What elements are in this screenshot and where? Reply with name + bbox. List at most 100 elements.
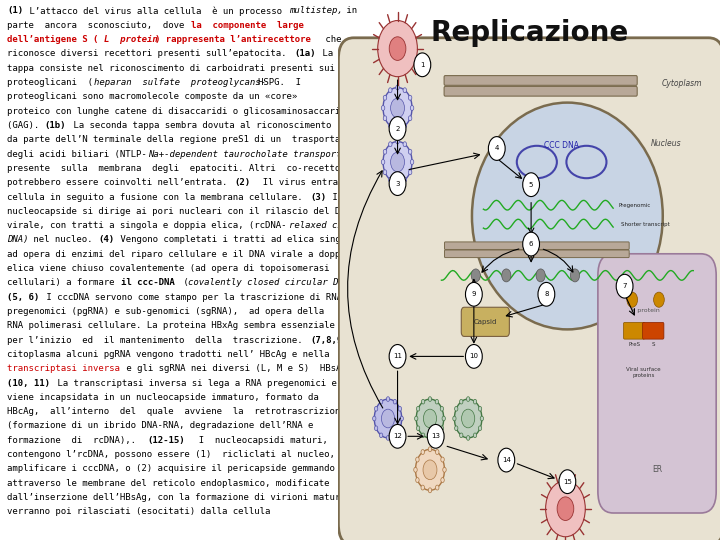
- Circle shape: [390, 152, 405, 172]
- Circle shape: [393, 400, 397, 404]
- Circle shape: [382, 159, 384, 165]
- Text: Nel: Nel: [350, 335, 372, 345]
- Text: RNA polimerasi cellulare. La proteina HBxAg sembra essenziale: RNA polimerasi cellulare. La proteina HB…: [7, 321, 335, 330]
- Text: 14: 14: [502, 457, 510, 463]
- Text: 5: 5: [529, 181, 534, 188]
- FancyBboxPatch shape: [444, 242, 629, 249]
- Text: degli acidi biliari (NTLP-: degli acidi biliari (NTLP-: [7, 150, 147, 159]
- Circle shape: [408, 95, 412, 100]
- Circle shape: [396, 139, 400, 144]
- Circle shape: [396, 85, 400, 90]
- Circle shape: [403, 142, 407, 147]
- Circle shape: [442, 416, 446, 421]
- Text: (2): (2): [235, 178, 251, 187]
- Circle shape: [440, 426, 444, 430]
- Circle shape: [416, 426, 420, 430]
- Text: HSPG.  I: HSPG. I: [258, 78, 301, 87]
- Circle shape: [389, 172, 406, 195]
- Text: (4): (4): [98, 235, 114, 245]
- Circle shape: [387, 397, 390, 401]
- Circle shape: [421, 485, 425, 490]
- Circle shape: [467, 436, 469, 440]
- Circle shape: [415, 449, 444, 490]
- Circle shape: [389, 88, 392, 93]
- Circle shape: [398, 407, 402, 411]
- Circle shape: [459, 433, 463, 437]
- Text: (7,8,9): (7,8,9): [310, 335, 348, 345]
- Circle shape: [454, 399, 482, 438]
- Text: e gli sgRNA nei diversi (L, M e S)  HBsAg.: e gli sgRNA nei diversi (L, M e S) HBsAg…: [121, 364, 352, 373]
- Text: L  protein: L protein: [104, 35, 158, 44]
- Circle shape: [389, 424, 406, 448]
- Circle shape: [428, 436, 431, 440]
- Circle shape: [378, 21, 418, 77]
- Circle shape: [408, 149, 412, 154]
- Circle shape: [559, 470, 576, 494]
- Circle shape: [389, 177, 392, 182]
- Circle shape: [389, 345, 406, 368]
- Text: relaxed circular: relaxed circular: [289, 221, 374, 230]
- Circle shape: [436, 485, 439, 490]
- Text: Nucleus: Nucleus: [652, 139, 682, 148]
- Text: La seconda tappa sembra dovuta al riconoscimento: La seconda tappa sembra dovuta al ricono…: [68, 121, 331, 130]
- Text: proteoglicani sono macromolecole composte da un «core»: proteoglicani sono macromolecole compost…: [7, 92, 297, 102]
- Ellipse shape: [472, 103, 662, 329]
- Circle shape: [390, 37, 406, 60]
- Circle shape: [498, 448, 515, 472]
- Text: covalently closed circular DNA).: covalently closed circular DNA).: [189, 279, 361, 287]
- Circle shape: [488, 137, 505, 160]
- Text: 8: 8: [544, 291, 549, 298]
- Text: (1): (1): [7, 6, 23, 16]
- Circle shape: [398, 426, 402, 430]
- Circle shape: [423, 409, 436, 428]
- Circle shape: [478, 426, 482, 430]
- Circle shape: [403, 123, 407, 128]
- Text: il ccc-DNA: il ccc-DNA: [121, 279, 174, 287]
- Text: citoplasma alcuni pgRNA vengono tradotti nell’ HBcAg e nella: citoplasma alcuni pgRNA vengono tradotti…: [7, 350, 330, 359]
- Circle shape: [423, 460, 437, 480]
- Text: nel nucleo.: nel nucleo.: [27, 235, 97, 245]
- Text: Viral surface
proteins: Viral surface proteins: [626, 367, 661, 378]
- Text: in: in: [341, 6, 357, 16]
- Text: 7: 7: [622, 283, 627, 289]
- Circle shape: [414, 53, 431, 77]
- Text: (5, 6): (5, 6): [7, 293, 39, 302]
- Circle shape: [408, 170, 412, 175]
- Circle shape: [374, 426, 378, 430]
- FancyBboxPatch shape: [642, 322, 664, 339]
- Text: tappa consiste nel riconoscimento di carboidrati presenti sui: tappa consiste nel riconoscimento di car…: [7, 64, 335, 73]
- Circle shape: [473, 433, 477, 437]
- Text: da parte dell’N terminale della regione preS1 di un  trasportatore: da parte dell’N terminale della regione …: [7, 135, 361, 144]
- Text: 9: 9: [472, 291, 476, 298]
- Text: HBcAg,  all’interno  del  quale  avviene  la  retrotrascrizione: HBcAg, all’interno del quale avviene la …: [7, 407, 346, 416]
- Text: per l’inizio  ed  il mantenimento  della  trascrizione.: per l’inizio ed il mantenimento della tr…: [7, 335, 308, 345]
- Text: La transcriptasi inversa si lega a RNA pregenomici e: La transcriptasi inversa si lega a RNA p…: [53, 379, 338, 388]
- Circle shape: [374, 407, 378, 411]
- Circle shape: [421, 400, 425, 404]
- Text: CCC DNA: CCC DNA: [544, 141, 579, 151]
- Circle shape: [403, 177, 407, 182]
- Text: viene incapsidata in un nucleocapside immaturo, formato da: viene incapsidata in un nucleocapside im…: [7, 393, 319, 402]
- Circle shape: [393, 433, 397, 437]
- Text: (3): (3): [310, 193, 326, 201]
- Text: heparan  sulfate  proteoglycans-: heparan sulfate proteoglycans-: [94, 78, 266, 87]
- Circle shape: [473, 400, 477, 404]
- Circle shape: [427, 424, 444, 448]
- Circle shape: [416, 407, 420, 411]
- Circle shape: [536, 269, 545, 282]
- Circle shape: [467, 397, 469, 401]
- Text: Vengono completati i tratti ad elica singola,: Vengono completati i tratti ad elica sin…: [115, 235, 362, 245]
- Text: parte  ancora  sconosciuto,  dove: parte ancora sconosciuto, dove: [7, 21, 189, 30]
- Text: ) rappresenta l’antirecettore: ) rappresenta l’antirecettore: [155, 35, 311, 44]
- Circle shape: [383, 116, 387, 121]
- Circle shape: [443, 467, 446, 472]
- Text: Shorter transcript: Shorter transcript: [621, 221, 670, 227]
- Text: multistep,: multistep,: [289, 6, 343, 16]
- Text: proteico con lunghe catene di disaccaridi o glicosaminosaccaridi: proteico con lunghe catene di disaccarid…: [7, 106, 351, 116]
- Circle shape: [435, 400, 438, 404]
- Text: Il virus entra nella: Il virus entra nella: [251, 178, 370, 187]
- Text: 11: 11: [393, 353, 402, 360]
- Circle shape: [389, 142, 392, 147]
- Text: contengono l’rcDNA, possono essere (1)  ricliclati al nucleo, per: contengono l’rcDNA, possono essere (1) r…: [7, 450, 356, 459]
- Text: S: S: [652, 342, 655, 347]
